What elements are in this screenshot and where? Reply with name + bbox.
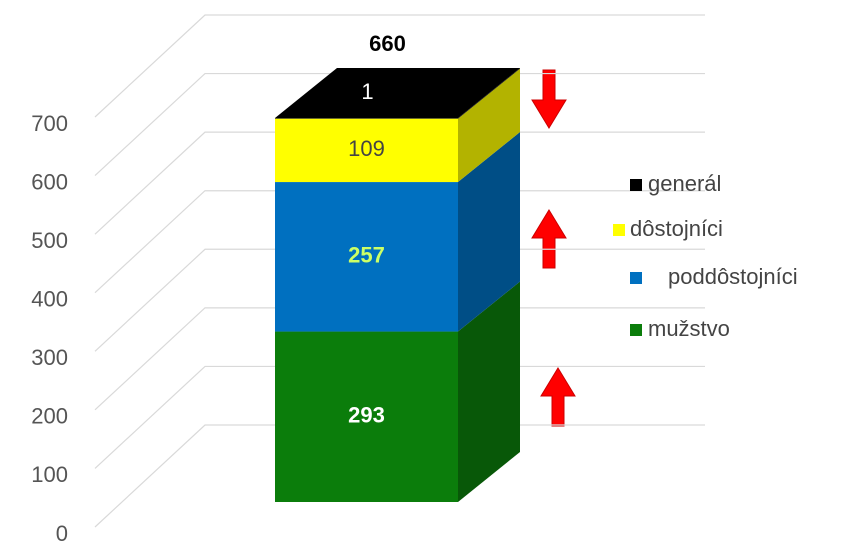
bar-segment	[275, 281, 520, 502]
bar	[275, 118, 458, 119]
bar	[275, 182, 458, 332]
legend-swatch	[613, 224, 625, 236]
y-tick-label: 0	[56, 521, 68, 546]
total-label: 660	[369, 31, 406, 56]
bar	[275, 331, 458, 502]
bar-segment	[275, 68, 520, 183]
legend-label: mužstvo	[648, 316, 730, 341]
data-label: 1	[361, 79, 373, 104]
bar-side	[458, 68, 520, 119]
bar	[275, 118, 458, 183]
legend-label: dôstojníci	[630, 216, 723, 241]
data-label: 257	[348, 243, 385, 268]
y-tick-label: 100	[31, 462, 68, 487]
grid-line	[94, 14, 705, 118]
legend-label: poddôstojníci	[668, 264, 798, 289]
y-tick-label: 700	[31, 111, 68, 136]
grid-line	[94, 190, 705, 294]
data-label: 109	[348, 136, 385, 161]
data-label: 293	[348, 403, 385, 428]
grid-line	[94, 424, 705, 528]
bar-segment	[275, 68, 520, 119]
legend-swatch	[630, 179, 642, 191]
legend-swatch	[630, 324, 642, 336]
bar-segment	[275, 132, 520, 332]
arrow-down	[531, 69, 567, 129]
bar-side	[458, 132, 520, 332]
arrows	[531, 69, 576, 427]
y-tick-label: 200	[31, 404, 68, 429]
bar-top	[275, 68, 520, 119]
y-tick-label: 300	[31, 345, 68, 370]
legend-swatch	[630, 272, 642, 284]
grid-line	[94, 248, 705, 352]
bar-side	[458, 281, 520, 502]
y-tick-label: 400	[31, 287, 68, 312]
legend-label: generál	[648, 171, 721, 196]
grid-line	[94, 365, 705, 469]
y-tick-label: 600	[31, 169, 68, 194]
arrow-up	[540, 367, 576, 427]
grid-line	[94, 307, 705, 411]
bar-side	[458, 68, 520, 183]
y-tick-label: 500	[31, 228, 68, 253]
arrow-up	[531, 209, 567, 269]
grid-line	[94, 131, 705, 235]
grid-line	[94, 72, 705, 177]
